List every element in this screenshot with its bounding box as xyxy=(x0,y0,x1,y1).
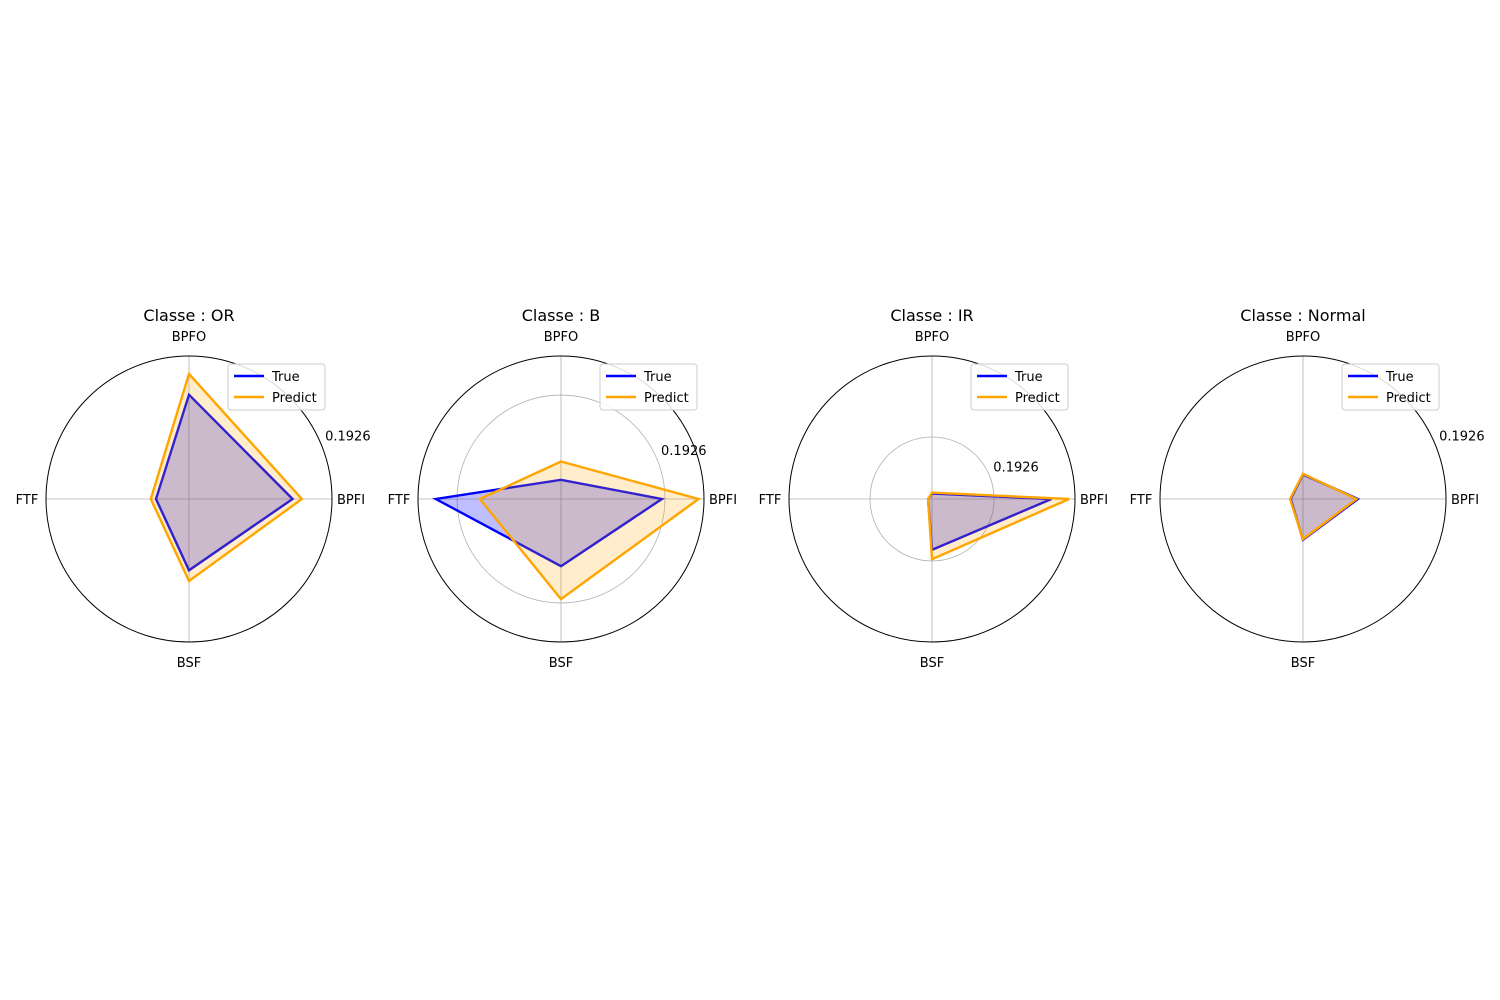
axis-label-bsf: BSF xyxy=(920,656,944,671)
polar-frame xyxy=(1159,355,1447,643)
legend: True Predict xyxy=(1341,363,1440,411)
legend-label-true: True xyxy=(643,370,672,385)
series-fill-predict xyxy=(150,373,302,581)
legend-label-predict: Predict xyxy=(1015,391,1060,406)
axis-label-ftf: FTF xyxy=(388,493,411,508)
legend-label-predict: Predict xyxy=(272,391,317,406)
panel-title: Classe : B xyxy=(522,306,600,325)
axis-label-bsf: BSF xyxy=(1291,656,1315,671)
legend: True Predict xyxy=(227,363,326,411)
axis-label-bsf: BSF xyxy=(177,656,201,671)
series-fill-true xyxy=(435,479,662,567)
series-fill-predict xyxy=(1290,473,1357,540)
axis-label-bpfo: BPFO xyxy=(1286,330,1320,345)
legend-label-true: True xyxy=(1014,370,1043,385)
axis-label-bpfi: BPFI xyxy=(709,493,737,508)
radar-panel-3: 0.1926 BPFI BPFO FTF BSF Classe : IR True Predi… xyxy=(759,306,1108,671)
legend-label-true: True xyxy=(1385,370,1414,385)
series-fill-true xyxy=(928,493,1052,550)
series-line-predict xyxy=(477,460,702,601)
legend: True Predict xyxy=(599,363,698,411)
series-fill-true xyxy=(156,394,293,571)
polar-frame xyxy=(788,355,1076,643)
axis-label-bpfo: BPFO xyxy=(172,330,206,345)
axis-label-bpfi: BPFI xyxy=(337,493,365,508)
radial-tick-label: 0.1926 xyxy=(993,460,1039,475)
axis-label-bpfo: BPFO xyxy=(915,330,949,345)
radial-tick-label: 0.1926 xyxy=(325,429,371,444)
radar-panel-4: 0.1926 BPFI BPFO FTF BSF Classe : Normal True P… xyxy=(1130,306,1485,671)
radial-gridline xyxy=(456,394,666,604)
polar-frame xyxy=(417,355,705,643)
series-fill-predict xyxy=(928,492,1070,560)
axis-label-bpfi: BPFI xyxy=(1080,493,1108,508)
polar-frame xyxy=(45,355,333,643)
legend: True Predict xyxy=(970,363,1069,411)
axis-label-ftf: FTF xyxy=(16,493,39,508)
series-line-true xyxy=(154,392,295,573)
axis-label-ftf: FTF xyxy=(759,493,782,508)
panel-title: Classe : IR xyxy=(890,306,973,325)
radar-panel-1: 0.1926 BPFI BPFO FTF BSF Classe : OR True Predi… xyxy=(16,306,371,671)
axis-label-bsf: BSF xyxy=(549,656,573,671)
panel-title: Classe : OR xyxy=(143,306,234,325)
radial-gridline xyxy=(869,436,995,562)
axis-label-bpfi: BPFI xyxy=(1451,493,1479,508)
series-fill-true xyxy=(1290,474,1358,540)
radial-tick-label: 0.1926 xyxy=(661,444,707,459)
panel-title: Classe : Normal xyxy=(1240,306,1365,325)
legend-label-predict: Predict xyxy=(1386,391,1431,406)
axis-label-ftf: FTF xyxy=(1130,493,1153,508)
radial-tick-label: 0.1926 xyxy=(1439,429,1485,444)
series-line-predict xyxy=(1288,472,1359,542)
series-line-predict xyxy=(149,371,304,583)
series-line-true xyxy=(432,478,666,568)
radar-panel-2: 0.1926 BPFI BPFO FTF BSF Classe : B True Predic… xyxy=(388,306,737,671)
axis-label-bpfo: BPFO xyxy=(544,330,578,345)
series-line-predict xyxy=(926,491,1070,561)
legend-label-predict: Predict xyxy=(644,391,689,406)
legend-label-true: True xyxy=(271,370,300,385)
